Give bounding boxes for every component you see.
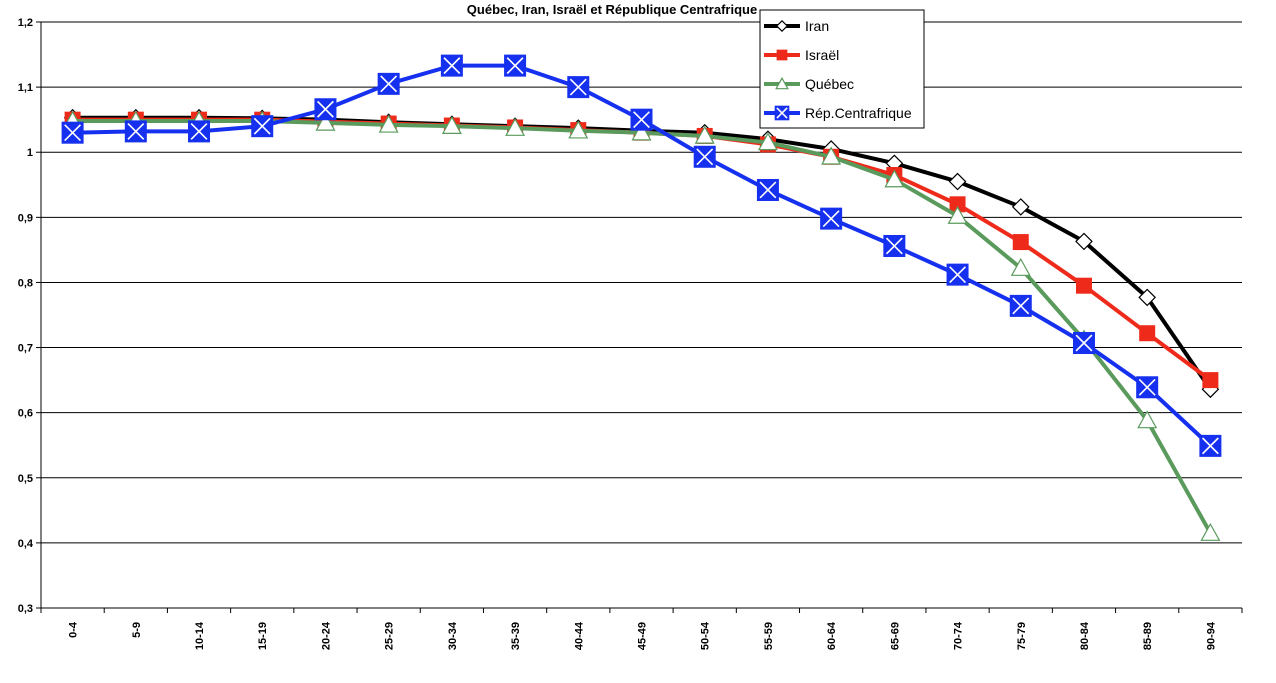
series-line [72, 118, 1213, 535]
data-point [694, 125, 715, 144]
data-point [1136, 376, 1159, 399]
data-point [775, 76, 789, 90]
y-tick-label: 0,5 [18, 473, 33, 485]
data-point [568, 120, 589, 139]
data-point [1202, 372, 1219, 389]
data-point [1200, 522, 1221, 541]
x-tick-label: 30-34 [447, 621, 459, 650]
chart-title: Québec, Iran, Israël et République Centr… [467, 2, 757, 17]
data-point [61, 121, 84, 144]
x-tick-label: 80-84 [1079, 621, 1091, 650]
legend-item: Iran [764, 18, 829, 34]
data-point [504, 54, 527, 77]
data-point [315, 112, 336, 131]
data-point [378, 114, 399, 133]
data-point [693, 145, 716, 168]
data-point [1139, 325, 1156, 342]
x-tick-label: 35-39 [510, 622, 522, 650]
data-point [1138, 288, 1157, 307]
y-tick-label: 1,1 [18, 82, 33, 94]
x-tick-label: 15-19 [257, 622, 269, 650]
series-layer [61, 54, 1222, 541]
y-tick-label: 0,7 [18, 343, 33, 355]
legend-label: Rép.Centrafrique [805, 105, 912, 121]
data-point [820, 207, 843, 230]
data-point [314, 98, 337, 121]
y-tick-label: 0,4 [18, 538, 34, 550]
data-point [1011, 198, 1030, 216]
legend-label: Iran [805, 18, 829, 34]
data-point [1199, 434, 1222, 457]
data-point [1075, 277, 1092, 294]
x-tick-label: 20-24 [320, 621, 332, 650]
series-iran [63, 108, 1220, 399]
series-isra-l [64, 111, 1219, 389]
x-tick-label: 25-29 [384, 622, 396, 650]
x-tick-label: 50-54 [700, 621, 712, 650]
data-point [775, 19, 789, 33]
x-tick-label: 0-4 [68, 621, 80, 638]
series-qu-bec [62, 110, 1221, 541]
x-tick-label: 75-79 [1016, 622, 1028, 650]
y-tick-label: 0,3 [18, 603, 33, 615]
data-point [1009, 294, 1032, 317]
data-point [631, 122, 652, 141]
y-tick-label: 0,6 [18, 408, 33, 420]
legend-item: Québec [764, 76, 854, 92]
data-point [1137, 410, 1158, 429]
x-tick-label: 10-14 [194, 621, 206, 650]
series-r-p-centrafrique [61, 54, 1222, 457]
data-point [567, 76, 590, 99]
data-point [124, 120, 147, 143]
data-point [1012, 234, 1029, 251]
x-tick-label: 40-44 [573, 621, 585, 650]
data-point [776, 49, 788, 61]
data-point [377, 72, 400, 95]
legend: Iran Israël Québec Rép.Centrafrique [759, 9, 925, 129]
x-tick-label: 55-59 [763, 622, 775, 650]
data-point [756, 178, 779, 201]
data-point [821, 146, 842, 165]
y-tick-label: 0,8 [18, 277, 33, 289]
x-tick-label: 85-89 [1142, 622, 1154, 650]
series-line [72, 117, 1212, 382]
grid [41, 21, 1242, 609]
data-point [441, 115, 462, 134]
data-point [774, 105, 790, 121]
x-tick-label: 5-9 [131, 622, 143, 638]
y-tick-label: 0,9 [18, 212, 33, 224]
legend-label: Québec [805, 76, 854, 92]
y-tick-label: 1,2 [18, 17, 33, 29]
data-point [884, 169, 905, 188]
legend-item: Rép.Centrafrique [764, 105, 912, 121]
x-tick-label: 90-94 [1205, 621, 1217, 650]
x-tick-label: 65-69 [889, 622, 901, 650]
data-point [1010, 257, 1031, 276]
data-point [1075, 232, 1093, 251]
x-tick-label: 60-64 [826, 621, 838, 650]
data-point [505, 117, 526, 136]
data-point [946, 263, 969, 286]
data-point [1072, 331, 1095, 354]
legend-item: Israël [764, 47, 839, 63]
data-point [440, 54, 463, 77]
data-point [630, 108, 653, 131]
axes: 0,3 0,4 0,5 0,6 0,7 0,8 0,9 1 1,1 1,2 0-4 5-9 10-14 1… [18, 17, 1243, 650]
data-point [947, 205, 968, 224]
x-tick-label: 45-49 [637, 622, 649, 650]
legend-label: Israël [805, 47, 839, 63]
data-point [757, 132, 778, 151]
data-point [948, 172, 967, 191]
data-point [188, 120, 211, 143]
data-point [883, 234, 906, 257]
x-tick-label: 70-74 [953, 621, 965, 650]
y-tick-label: 1 [27, 147, 33, 159]
data-point [251, 115, 274, 138]
